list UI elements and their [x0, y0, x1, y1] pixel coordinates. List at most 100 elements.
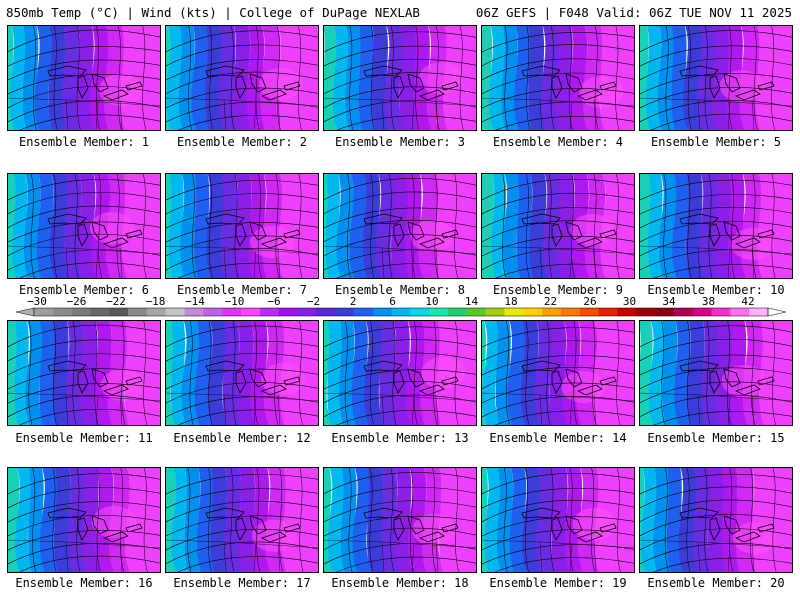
- colorbar-swatch: [222, 308, 242, 316]
- colorbar-tick-label: 14: [465, 296, 479, 308]
- colorbar-swatch: [52, 308, 73, 316]
- colorbar-swatch: [673, 308, 694, 316]
- ensemble-map-11: [7, 320, 161, 426]
- ensemble-map-9: [481, 173, 635, 279]
- colorbar-swatch: [241, 308, 261, 316]
- colorbar-tick-label: 30: [623, 296, 636, 308]
- colorbar-tick-label: 10: [425, 296, 438, 308]
- colorbar-swatch: [730, 308, 750, 316]
- ensemble-map-5: [639, 25, 793, 131]
- colorbar-swatch: [542, 308, 562, 316]
- colorbar-swatch: [297, 308, 317, 316]
- colorbar-swatch: [655, 308, 675, 316]
- colorbar-swatch: [90, 308, 110, 316]
- ensemble-map-16: [7, 467, 161, 573]
- ensemble-map-2: [165, 25, 319, 131]
- ensemble-map-7: [165, 173, 319, 279]
- ensemble-map-19: [481, 467, 635, 573]
- colorbar-tick-label: −10: [225, 296, 245, 308]
- colorbar-swatch: [146, 308, 167, 316]
- colorbar-max-arrow: [767, 307, 787, 317]
- ensemble-member-label: Ensemble Member: 14: [489, 431, 627, 445]
- temperature-colorbar: −30 −26 −22 −18 −14 −10 −6 −2 2 6 10 14 18 22 26 30 34 38…: [15, 296, 787, 317]
- colorbar-tick-label: 6: [389, 296, 396, 308]
- colorbar-swatch: [372, 308, 392, 316]
- colorbar-tick-label: −6: [267, 296, 280, 308]
- colorbar-swatch: [410, 308, 430, 316]
- colorbar-swatch: [109, 308, 129, 316]
- colorbar-swatch: [316, 308, 336, 316]
- colorbar-tick-label: −22: [106, 296, 126, 308]
- ensemble-member-label: Ensemble Member: 12: [173, 431, 311, 445]
- colorbar-swatch: [636, 308, 656, 316]
- colorbar-swatch: [278, 308, 298, 316]
- colorbar-tick-label: 2: [350, 296, 357, 308]
- colorbar-tick-label: 22: [544, 296, 557, 308]
- colorbar-swatch: [523, 308, 543, 316]
- ensemble-member-label: Ensemble Member: 9: [492, 283, 624, 297]
- colorbar-swatch: [598, 308, 618, 316]
- colorbar-tick-label: −2: [307, 296, 320, 308]
- colorbar-tick-label: 42: [741, 296, 754, 308]
- ensemble-member-label: Ensemble Member: 8: [334, 283, 466, 297]
- ensemble-member-label: Ensemble Member: 11: [15, 431, 153, 445]
- colorbar-tick-label: −26: [67, 296, 87, 308]
- ensemble-member-label: Ensemble Member: 6: [18, 283, 150, 297]
- ensemble-map-18: [323, 467, 477, 573]
- ensemble-member-label: Ensemble Member: 4: [492, 135, 624, 149]
- ensemble-map-1: [7, 25, 161, 131]
- ensemble-map-6: [7, 173, 161, 279]
- ensemble-member-label: Ensemble Member: 7: [176, 283, 308, 297]
- colorbar-swatch: [71, 308, 91, 316]
- title-left: 850mb Temp (°C) | Wind (kts) | College o…: [6, 5, 420, 20]
- ensemble-member-label: Ensemble Member: 13: [331, 431, 469, 445]
- colorbar-tick-label: −30: [27, 296, 47, 308]
- colorbar-swatch: [692, 308, 712, 316]
- colorbar-swatch: [579, 308, 600, 316]
- ensemble-member-label: Ensemble Member: 17: [173, 576, 311, 590]
- colorbar-tick-label: −14: [185, 296, 205, 308]
- colorbar-swatch: [128, 308, 148, 316]
- ensemble-map-13: [323, 320, 477, 426]
- colorbar-swatch: [466, 308, 487, 316]
- colorbar-swatch: [335, 308, 355, 316]
- colorbar-tick-label: −18: [146, 296, 166, 308]
- ensemble-member-label: Ensemble Member: 18: [331, 576, 469, 590]
- ensemble-map-15: [639, 320, 793, 426]
- colorbar-swatch: [560, 308, 581, 316]
- colorbar-swatch: [448, 308, 468, 316]
- colorbar-tick-label: 34: [662, 296, 676, 308]
- ensemble-member-label: Ensemble Member: 20: [647, 576, 785, 590]
- colorbar-min-arrow: [15, 307, 35, 317]
- ensemble-map-8: [323, 173, 477, 279]
- ensemble-map-4: [481, 25, 635, 131]
- colorbar-swatch: [429, 308, 449, 316]
- colorbar-swatch: [203, 308, 223, 316]
- colorbar-swatch: [259, 308, 280, 316]
- colorbar-swatch: [353, 308, 374, 316]
- ensemble-map-20: [639, 467, 793, 573]
- colorbar-swatch: [504, 308, 524, 316]
- colorbar-swatch: [485, 308, 505, 316]
- ensemble-member-label: Ensemble Member: 16: [15, 576, 153, 590]
- ensemble-map-17: [165, 467, 319, 573]
- ensemble-member-label: Ensemble Member: 2: [176, 135, 308, 149]
- colorbar-swatch: [184, 308, 204, 316]
- colorbar-tick-label: 18: [504, 296, 517, 308]
- ensemble-member-label: Ensemble Member: 5: [650, 135, 782, 149]
- colorbar-swatch: [617, 308, 637, 316]
- ensemble-member-label: Ensemble Member: 3: [334, 135, 466, 149]
- colorbar-swatch: [34, 308, 54, 316]
- ensemble-member-label: Ensemble Member: 10: [647, 283, 785, 297]
- ensemble-member-label: Ensemble Member: 15: [647, 431, 785, 445]
- ensemble-map-10: [639, 173, 793, 279]
- colorbar-tick-label: 38: [702, 296, 715, 308]
- ensemble-member-label: Ensemble Member: 19: [489, 576, 627, 590]
- colorbar-swatch: [165, 308, 185, 316]
- ensemble-map-14: [481, 320, 635, 426]
- ensemble-map-12: [165, 320, 319, 426]
- ensemble-map-3: [323, 25, 477, 131]
- colorbar-swatch: [711, 308, 731, 316]
- colorbar-tick-label: 26: [583, 296, 596, 308]
- ensemble-member-label: Ensemble Member: 1: [18, 135, 150, 149]
